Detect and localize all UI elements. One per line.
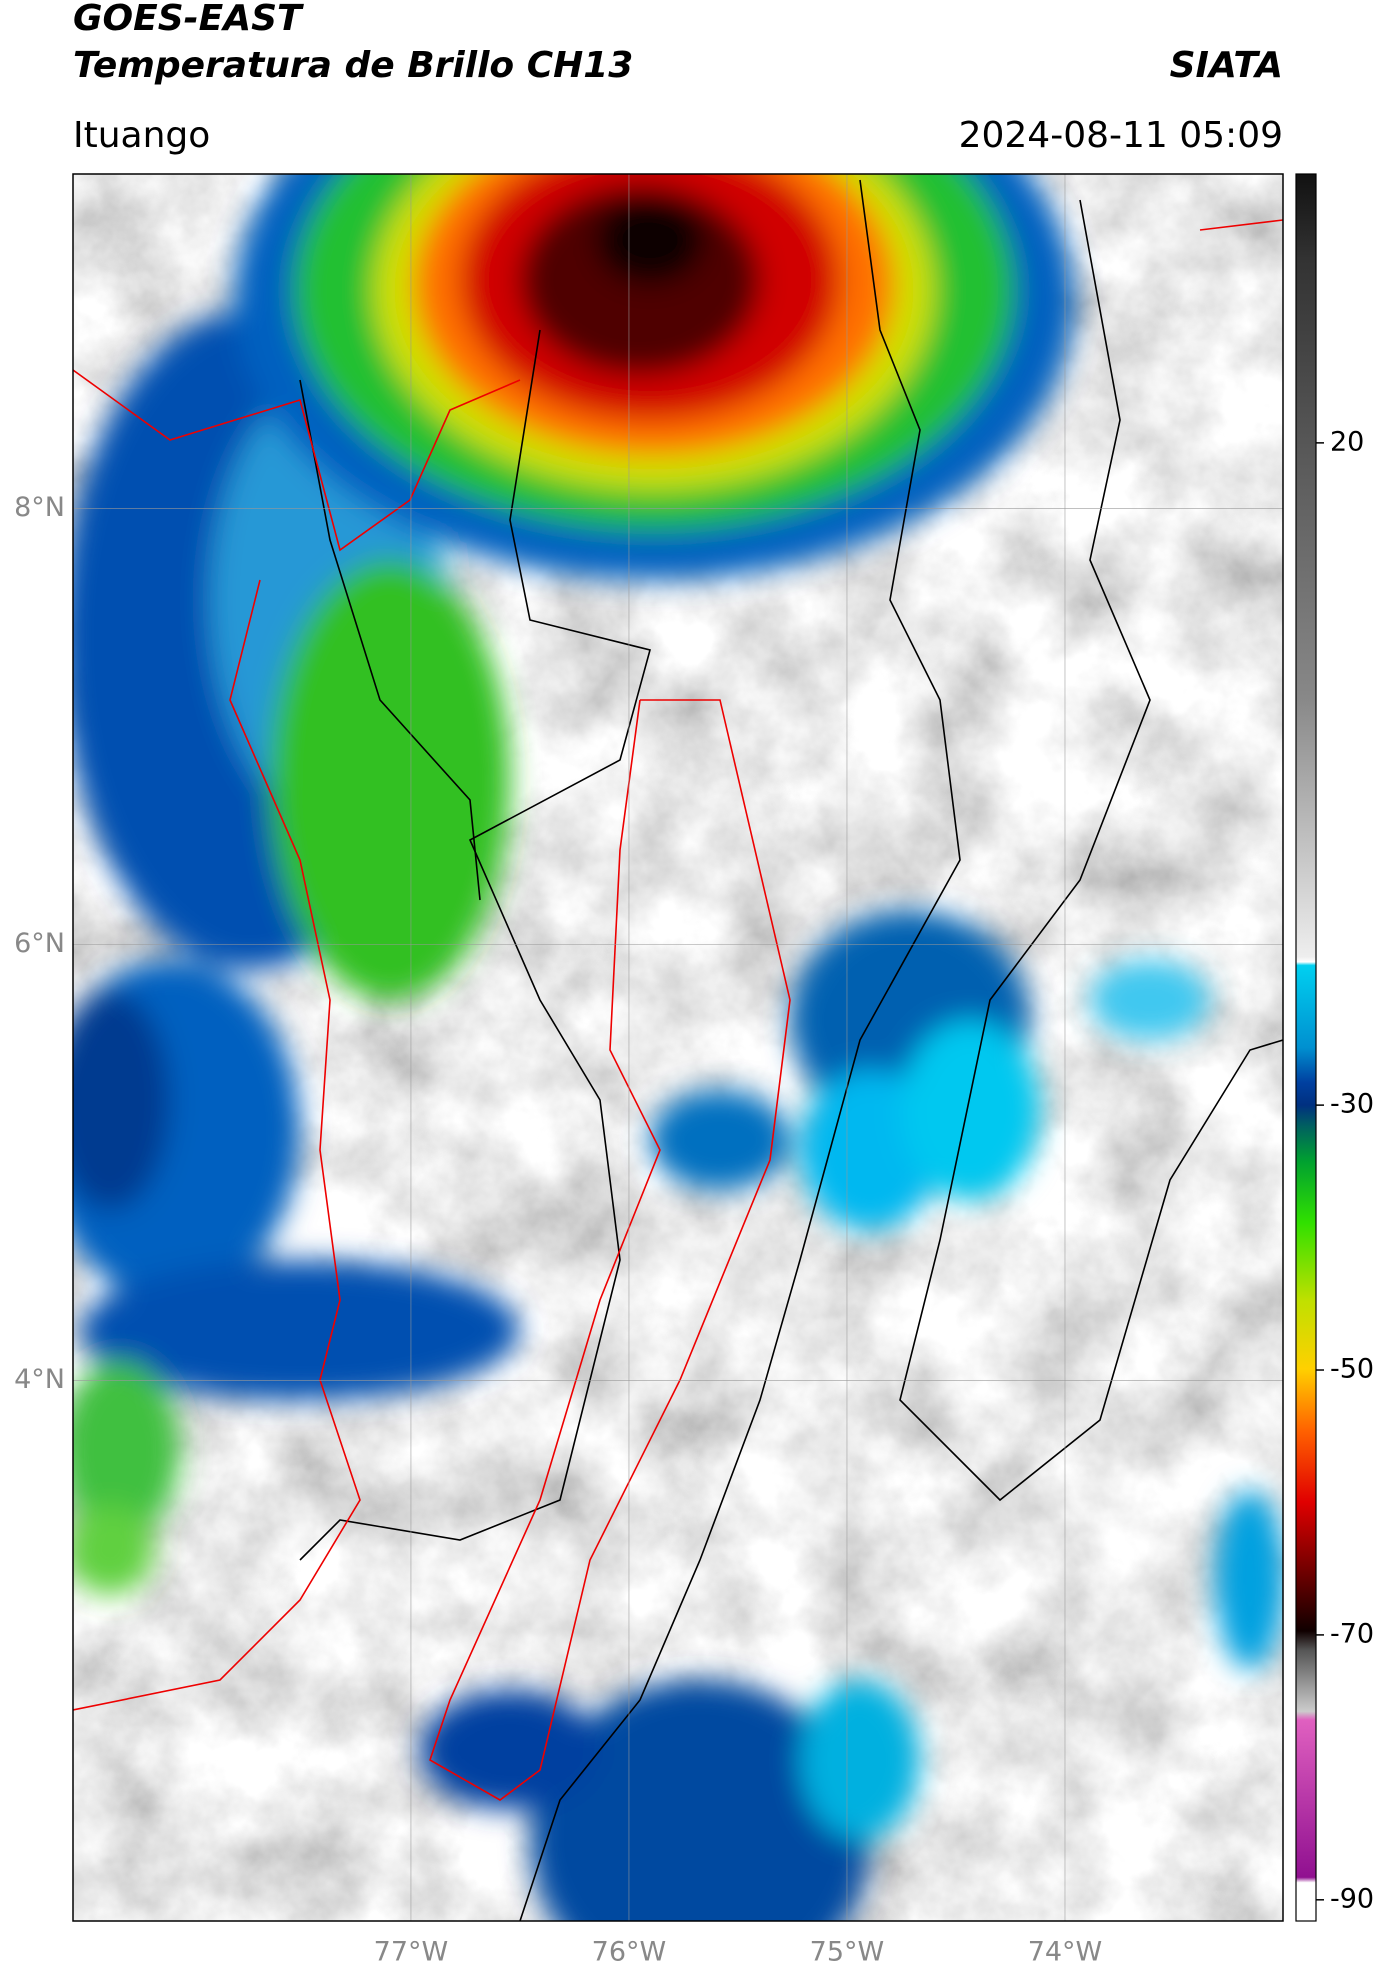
colorbar-label: -30 [1330,1089,1374,1120]
colorbar-label: 20 [1330,426,1364,457]
colorbar-label: -90 [1330,1883,1374,1914]
lon-label: 76°W [592,1937,667,1968]
timestamp: 2024-08-11 05:09 [959,115,1283,156]
lat-label: 4°N [14,1364,65,1395]
colorbar-label: -50 [1330,1354,1374,1385]
lon-label: 75°W [810,1937,885,1968]
location: Ituango [73,115,210,156]
agency: SIATA [1170,45,1283,86]
colorbar-label: -70 [1330,1618,1374,1649]
cloud-tops [73,174,1283,1921]
lat-label: 6°N [14,928,65,959]
map-imagery [73,174,1283,1921]
title: GOES-EAST [73,0,304,39]
subtitle: Temperatura de Brillo CH13 [73,45,633,86]
lat-label: 8°N [14,492,65,523]
colorbar [1295,173,1317,1922]
map-frame [72,173,1284,1922]
lon-label: 77°W [374,1937,449,1968]
boundaries [73,179,1283,1921]
graticule [73,174,1283,1921]
lon-label: 74°W [1028,1937,1103,1968]
